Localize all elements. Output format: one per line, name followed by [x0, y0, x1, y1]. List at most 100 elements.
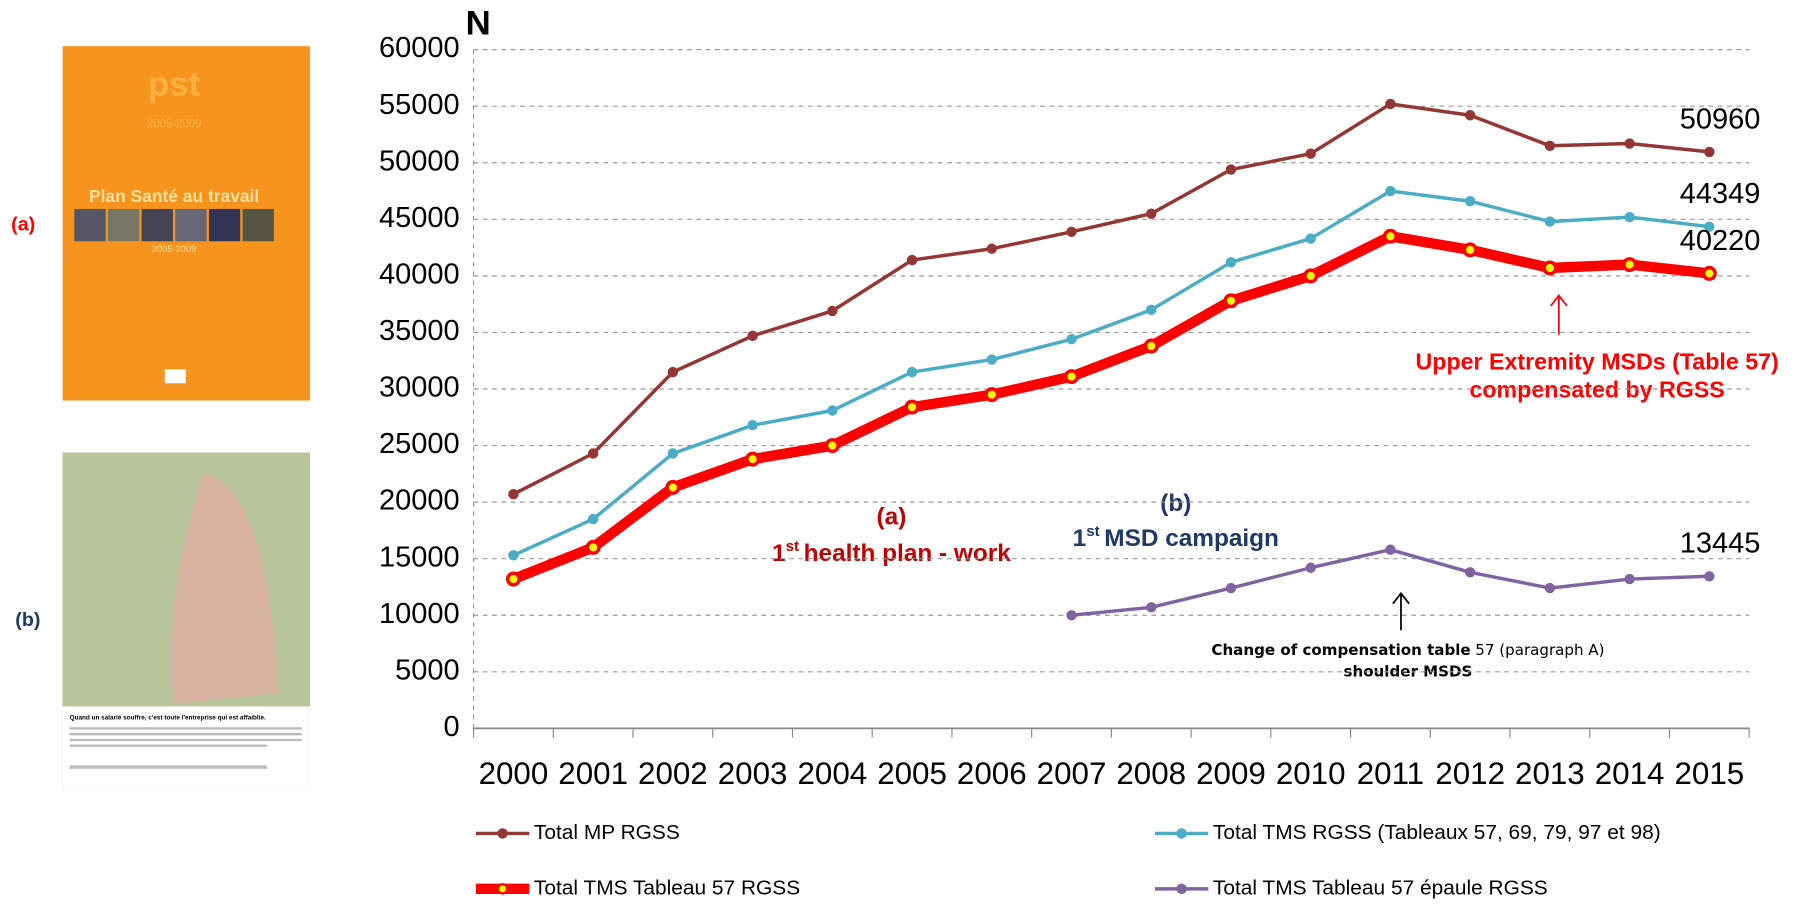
x-tick-label: 2003 — [718, 756, 788, 791]
point — [1385, 98, 1396, 110]
x-tick-label: 2009 — [1196, 756, 1266, 791]
point — [667, 366, 679, 378]
text: MSD campaign — [1104, 526, 1279, 553]
arrow-change — [1392, 591, 1410, 631]
x-tick-label: 2004 — [797, 756, 867, 791]
annotation-change-1: Change of compensation table 57 (paragrap… — [1211, 640, 1604, 658]
point — [505, 571, 521, 587]
y-tick-label: 0 — [444, 711, 460, 743]
ord: 1 — [772, 541, 786, 568]
normal: 57 (paragraph A) — [1475, 640, 1604, 658]
x-tick-label: 2010 — [1276, 756, 1346, 791]
point — [1464, 110, 1476, 121]
x-tick-label: 2015 — [1674, 756, 1744, 791]
point — [1066, 610, 1077, 621]
poster-a-flag — [164, 369, 186, 384]
legend-label: Total TMS Tableau 57 épaule RGSS — [1213, 876, 1548, 899]
poster-a-title: Plan Santé au travail — [89, 186, 259, 206]
x-tick-label: 2012 — [1435, 756, 1505, 791]
point — [508, 489, 519, 500]
x-tick-label: 2002 — [638, 756, 708, 791]
y-tick-label: 30000 — [379, 372, 460, 404]
point — [984, 387, 1000, 403]
point — [1544, 140, 1556, 151]
poster-b-figure — [171, 473, 279, 705]
point — [1305, 562, 1316, 573]
x-tick-label: 2011 — [1357, 756, 1424, 791]
point — [1066, 334, 1077, 345]
y-tick-label: 40000 — [379, 259, 460, 291]
point — [508, 550, 519, 561]
bold: Change of compensation table — [1211, 640, 1470, 658]
poster-b-label: (b) — [15, 609, 40, 631]
annotation-a-tag: (a) — [877, 504, 907, 531]
y-tick-label: 35000 — [379, 315, 460, 347]
point — [1225, 257, 1237, 268]
point — [1544, 582, 1556, 594]
point — [986, 354, 998, 365]
point — [747, 420, 758, 431]
point — [1624, 573, 1635, 585]
annotation-a: 1st health plan - work — [772, 538, 1011, 567]
point — [906, 366, 918, 378]
text: health plan - work — [804, 541, 1012, 568]
y-tick-label: 50000 — [379, 145, 460, 177]
point — [1303, 268, 1319, 284]
x-tick-label: 2014 — [1595, 756, 1665, 791]
point — [1066, 226, 1077, 237]
y-axis-label: N — [466, 5, 491, 43]
y-tick-label: 45000 — [379, 202, 460, 234]
ord: 1 — [1073, 526, 1087, 553]
point — [1146, 208, 1157, 219]
point — [1704, 571, 1715, 582]
y-tick-label: 60000 — [379, 32, 460, 64]
legend-label: Total TMS Tableau 57 RGSS — [534, 876, 800, 899]
point — [1225, 164, 1237, 175]
series-line — [512, 102, 1710, 496]
y-tick-label: 10000 — [379, 598, 460, 630]
y-tick-label: 55000 — [379, 89, 460, 121]
point — [1382, 228, 1398, 244]
sup: st — [1086, 523, 1099, 540]
point — [1385, 185, 1396, 197]
poster-a-logo: pst — [148, 66, 201, 104]
point — [585, 539, 601, 555]
point — [827, 405, 838, 416]
series-line — [512, 189, 1710, 557]
point — [1462, 242, 1478, 258]
point — [1701, 265, 1717, 281]
point — [1464, 567, 1476, 578]
series-line — [1071, 547, 1710, 617]
point — [1146, 304, 1157, 316]
x-tick-label: 2005 — [877, 756, 947, 791]
x-tick-label: 2001 — [558, 756, 628, 791]
x-tick-label: 2000 — [479, 756, 549, 791]
point — [1305, 233, 1316, 244]
point — [986, 243, 998, 254]
point — [667, 448, 679, 459]
point — [1305, 148, 1316, 159]
y-tick-label: 15000 — [379, 541, 460, 573]
point — [827, 305, 838, 317]
point — [1063, 369, 1080, 385]
point — [1225, 582, 1237, 594]
point — [1704, 146, 1715, 158]
point — [824, 438, 840, 454]
annotation-b-tag: (b) — [1160, 490, 1191, 517]
poster-b-text: Quand un salarié souffre, c'est toute l'… — [70, 715, 266, 722]
poster-a-years: 2005 2009 — [147, 119, 202, 131]
x-tick-label: 2006 — [957, 756, 1027, 791]
sup: st — [786, 538, 799, 555]
y-tick-label: 25000 — [379, 428, 460, 460]
legend-marker — [1176, 883, 1187, 895]
point — [587, 448, 599, 459]
point — [1622, 257, 1638, 273]
point — [904, 399, 920, 415]
value-label: 44349 — [1680, 178, 1761, 210]
point — [1624, 211, 1635, 223]
legend-label: Total MP RGSS — [534, 821, 680, 844]
arrow-ue — [1550, 294, 1568, 335]
point — [665, 479, 681, 495]
